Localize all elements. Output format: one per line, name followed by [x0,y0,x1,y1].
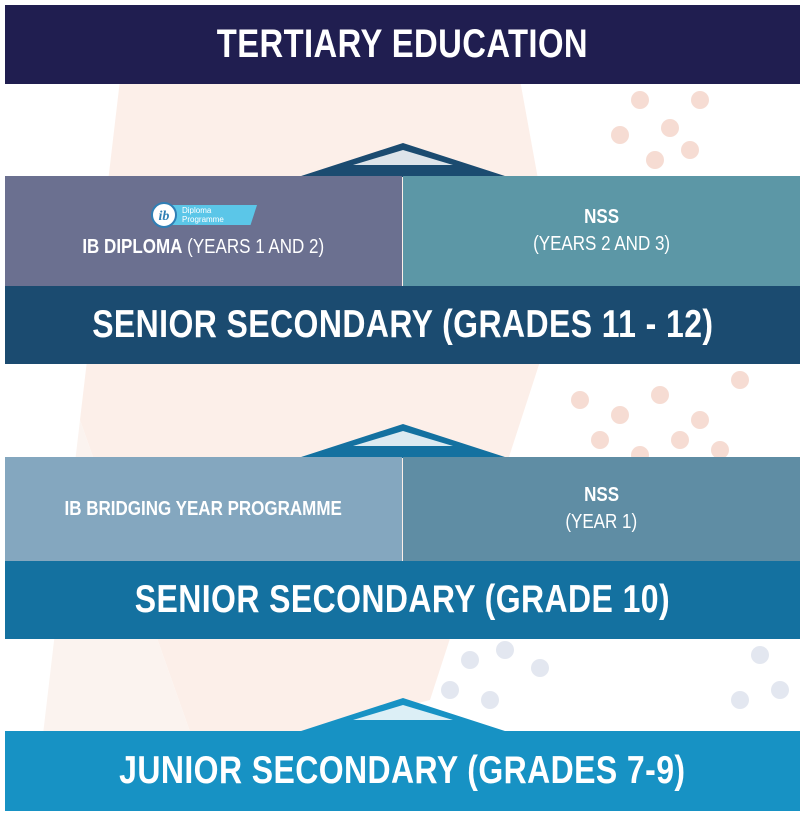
tertiary-education-label: TERTIARY EDUCATION [216,22,589,66]
senior-secondary-grade-10-label: SENIOR SECONDARY (GRADE 10) [134,578,671,621]
ib-bridging-label: IB BRIDGING YEAR PROGRAMME [64,497,343,520]
arrow-up-icon [298,143,508,177]
nss-upper-cell: NSS (YEARS 2 AND 3) [403,176,800,286]
senior-secondary-upper-label: SENIOR SECONDARY (GRADES 11 - 12) [91,303,714,346]
ib-diploma-label: IB DIPLOMA [82,235,183,258]
junior-secondary-label: JUNIOR SECONDARY (GRADES 7-9) [119,749,686,792]
ib-logo-icon: ib Diploma Programme [150,201,257,228]
senior-secondary-grades-11-12-band: SENIOR SECONDARY (GRADES 11 - 12) [5,286,800,364]
ib-diploma-years: (YEARS 1 AND 2) [182,235,325,258]
nss-upper-title: NSS [584,206,619,228]
arrow-up-icon [298,424,508,458]
junior-secondary-band: JUNIOR SECONDARY (GRADES 7-9) [5,731,800,811]
arrow-up-icon [298,698,508,732]
nss-lower-years: (YEAR 1) [565,511,638,533]
senior-secondary-grade-10-band: SENIOR SECONDARY (GRADE 10) [5,561,800,639]
ib-diploma-cell: ib Diploma Programme IB DIPLOMA (YEARS 1… [5,176,402,286]
nss-lower-title: NSS [584,484,619,506]
svg-text:ib: ib [158,209,169,224]
svg-text:Programme: Programme [182,215,224,224]
nss-upper-years: (YEARS 2 AND 3) [532,233,670,255]
ib-bridging-cell: IB BRIDGING YEAR PROGRAMME [5,457,402,561]
nss-lower-cell: NSS (YEAR 1) [403,457,800,561]
svg-text:Diploma: Diploma [182,206,212,215]
tertiary-education-band: TERTIARY EDUCATION [5,5,800,84]
